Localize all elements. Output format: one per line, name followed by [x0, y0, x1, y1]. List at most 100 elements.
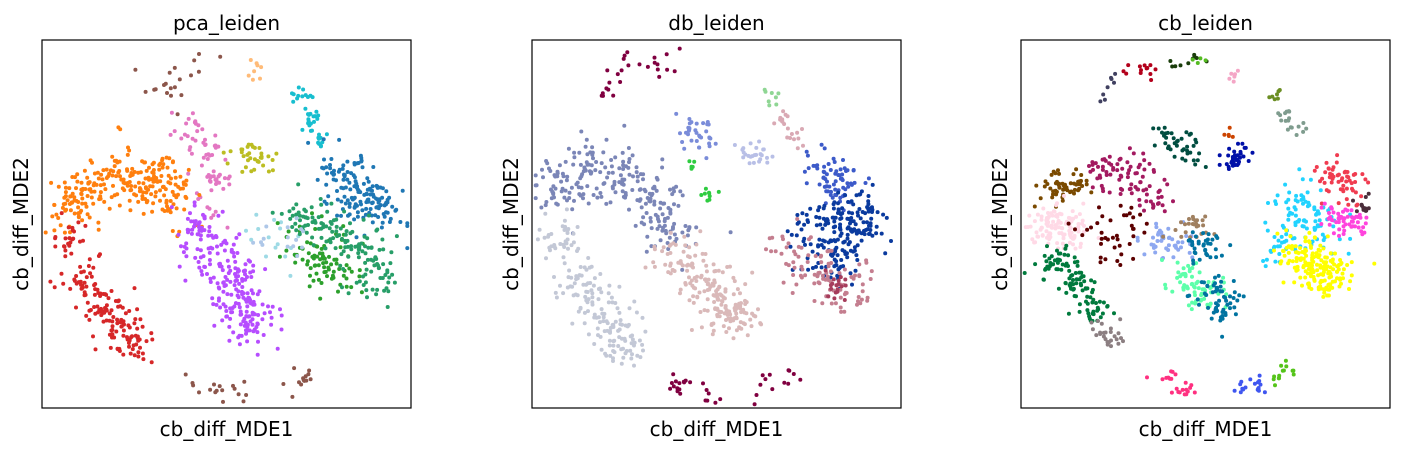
scatter-point	[1220, 310, 1225, 314]
scatter-point	[686, 228, 691, 233]
scatter-series	[535, 207, 648, 368]
scatter-point	[575, 225, 580, 229]
scatter-point	[1337, 237, 1342, 242]
scatter-point	[1288, 245, 1293, 250]
scatter-point	[617, 310, 622, 315]
scatter-point	[718, 292, 723, 297]
scatter-point	[535, 237, 540, 242]
scatter-point	[104, 318, 109, 323]
scatter-point	[144, 190, 149, 195]
scatter-point	[1056, 168, 1060, 173]
scatter-point	[96, 176, 101, 181]
scatter-point	[1320, 232, 1325, 237]
scatter-point	[257, 146, 262, 150]
scatter-point	[1303, 239, 1308, 244]
scatter-point	[1338, 276, 1343, 281]
scatter-point	[817, 237, 822, 242]
scatter-point	[266, 154, 271, 159]
scatter-point	[1060, 198, 1065, 203]
scatter-point	[662, 219, 667, 224]
scatter-point	[1221, 275, 1226, 280]
scatter-point	[324, 239, 329, 244]
scatter-point	[1225, 302, 1230, 307]
scatter-point	[1048, 186, 1053, 191]
scatter-point	[242, 379, 247, 384]
scatter-point	[881, 212, 886, 217]
scatter-point	[843, 283, 848, 288]
scatter-point	[358, 190, 363, 195]
scatter-series	[785, 182, 893, 291]
scatter-point	[308, 266, 313, 271]
scatter-point	[354, 280, 359, 285]
scatter-point	[1300, 250, 1305, 254]
scatter-point	[328, 220, 333, 224]
scatter-point	[316, 215, 321, 220]
scatter-point	[370, 220, 375, 225]
scatter-point	[1083, 286, 1088, 291]
scatter-point	[561, 255, 566, 260]
scatter-point	[1303, 235, 1308, 240]
scatter-point	[269, 315, 274, 320]
scatter-point	[1286, 217, 1291, 222]
scatter-point	[577, 150, 582, 155]
scatter-point	[1235, 163, 1240, 167]
scatter-point	[847, 240, 852, 245]
scatter-point	[1170, 237, 1175, 242]
scatter-point	[690, 261, 695, 266]
scatter-point	[655, 214, 660, 219]
scatter-point	[1345, 263, 1350, 267]
scatter-point	[731, 336, 736, 341]
scatter-point	[1273, 383, 1277, 388]
scatter-point	[390, 204, 395, 209]
scatter-point	[698, 310, 703, 314]
scatter-point	[533, 173, 538, 178]
scatter-point	[297, 232, 302, 237]
scatter-point	[359, 290, 364, 295]
scatter-point	[1142, 63, 1147, 68]
scatter-point	[652, 199, 657, 204]
scatter-point	[43, 230, 48, 235]
scatter-point	[150, 337, 155, 342]
scatter-point	[375, 287, 380, 292]
scatter-point	[1103, 337, 1108, 342]
scatter-point	[1341, 232, 1346, 236]
scatter-point	[1328, 171, 1333, 176]
scatter-point	[822, 239, 827, 244]
scatter-point	[629, 356, 634, 361]
scatter-point	[168, 199, 173, 203]
scatter-point	[604, 201, 609, 206]
scatter-point	[1353, 224, 1357, 229]
scatter-point	[130, 347, 135, 352]
scatter-point	[602, 181, 607, 186]
scatter-point	[704, 279, 709, 284]
scatter-point	[731, 275, 736, 280]
scatter-point	[1279, 363, 1284, 368]
scatter-point	[846, 184, 851, 189]
scatter-point	[824, 189, 829, 194]
scatter-point	[672, 232, 677, 237]
scatter-point	[1098, 332, 1103, 336]
scatter-point	[334, 178, 338, 183]
scatter-point	[672, 189, 676, 194]
scatter-point	[731, 292, 736, 297]
scatter-point	[1275, 193, 1280, 198]
scatter-point	[627, 172, 632, 177]
scatter-point	[584, 298, 589, 303]
scatter-point	[823, 268, 828, 273]
scatter-point	[172, 193, 177, 198]
scatter-point	[1233, 312, 1238, 317]
scatter-point	[1192, 54, 1197, 59]
scatter-point	[822, 170, 827, 175]
scatter-series	[732, 139, 775, 166]
scatter-point	[345, 159, 350, 164]
scatter-point	[604, 86, 609, 91]
scatter-point	[641, 348, 645, 353]
scatter-point	[559, 179, 564, 184]
scatter-point	[691, 285, 696, 290]
scatter-point	[196, 69, 201, 74]
scatter-point	[322, 157, 326, 162]
scatter-point	[102, 199, 107, 204]
scatter-point	[727, 326, 731, 331]
scatter-point	[1179, 220, 1183, 225]
scatter-point	[774, 102, 779, 107]
